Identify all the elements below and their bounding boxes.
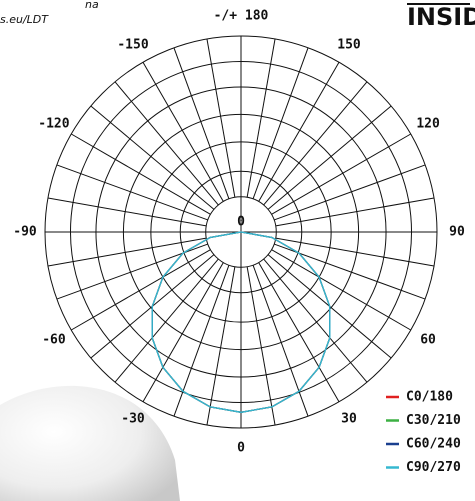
grid-spoke bbox=[246, 266, 276, 426]
grid-spoke bbox=[267, 105, 392, 210]
grid-spoke bbox=[258, 262, 340, 402]
angle-label: 60 bbox=[420, 333, 436, 348]
angle-label: -/+ 180 bbox=[214, 9, 269, 24]
grid-spoke bbox=[263, 258, 368, 383]
grid-spoke bbox=[271, 133, 411, 215]
legend-label: C30/210 bbox=[406, 413, 461, 428]
angle-label: 90 bbox=[449, 225, 465, 240]
grid-spoke bbox=[275, 197, 435, 227]
angle-label: -30 bbox=[121, 412, 145, 427]
grid-spoke bbox=[271, 249, 411, 331]
series-curve bbox=[151, 231, 331, 413]
grid-spoke bbox=[114, 81, 219, 206]
angle-label: -60 bbox=[42, 333, 66, 348]
grid-spoke bbox=[71, 249, 211, 331]
legend-label: C90/270 bbox=[406, 460, 461, 475]
grid-spoke bbox=[263, 81, 368, 206]
grid-spoke bbox=[47, 197, 207, 227]
grid-spoke bbox=[142, 262, 224, 402]
note-link: s.eu/LDT bbox=[0, 13, 49, 26]
legend-label: C60/240 bbox=[406, 437, 461, 452]
radial-label: 0 bbox=[237, 215, 245, 230]
grid-spoke bbox=[173, 47, 230, 200]
angle-label: 0 bbox=[237, 441, 245, 456]
grid-spoke bbox=[252, 47, 309, 200]
grid-spoke bbox=[71, 133, 211, 215]
grid-spoke bbox=[206, 38, 236, 198]
legend-label: C0/180 bbox=[406, 390, 453, 405]
angle-label: -90 bbox=[13, 225, 37, 240]
grid-spoke bbox=[56, 164, 209, 221]
grid-spoke bbox=[142, 62, 224, 202]
grid-spoke bbox=[275, 237, 435, 267]
grid-spoke bbox=[90, 105, 215, 210]
grid-spoke bbox=[246, 38, 276, 198]
angle-label: -150 bbox=[117, 37, 148, 52]
grid-spoke bbox=[258, 62, 340, 202]
grid-spoke bbox=[206, 266, 236, 426]
angle-label: 30 bbox=[341, 412, 357, 427]
product-photo bbox=[0, 385, 180, 501]
brand: INSIDE bbox=[407, 3, 475, 31]
grid-spoke bbox=[273, 164, 426, 221]
angle-label: -120 bbox=[38, 117, 69, 132]
angle-label: 120 bbox=[416, 117, 440, 132]
grid-spoke bbox=[173, 264, 230, 417]
note-top: na bbox=[85, 0, 99, 11]
grid-spoke bbox=[47, 237, 207, 267]
angle-label: 150 bbox=[337, 37, 361, 52]
grid-spoke bbox=[114, 258, 219, 383]
grid-spoke bbox=[252, 264, 309, 417]
